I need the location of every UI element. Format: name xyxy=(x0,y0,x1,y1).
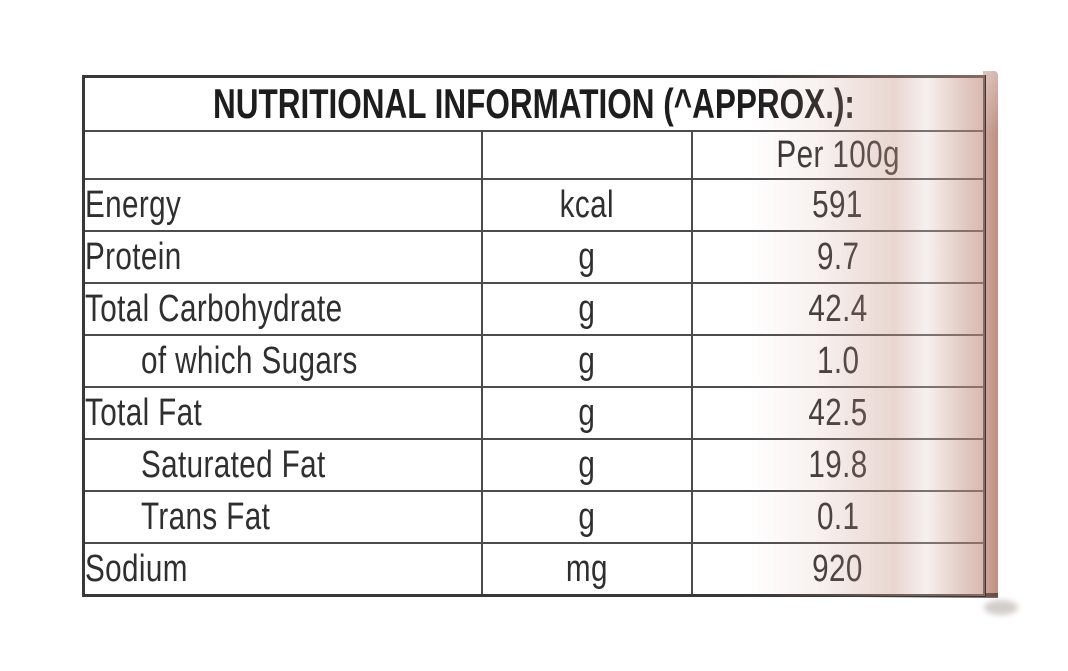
header-per-100g-cell: Per 100g xyxy=(690,130,986,180)
package-corner-smudge xyxy=(984,600,1018,615)
row-value-cell: 42.5 xyxy=(690,386,986,440)
row-value: 9.7 xyxy=(816,235,859,278)
row-label: Total Carbohydrate xyxy=(85,287,343,330)
row-label-cell: Total Fat xyxy=(82,386,483,440)
row-value-cell: 1.0 xyxy=(690,334,986,388)
row-value-cell: 19.8 xyxy=(690,438,986,492)
nutrition-table: NUTRITIONAL INFORMATION (^APPROX.): Per … xyxy=(82,75,987,597)
row-value: 42.4 xyxy=(808,287,868,330)
table-row-of-which-sugars: of which Sugars g 1.0 xyxy=(82,334,986,388)
row-label: Energy xyxy=(85,183,182,226)
row-label: of which Sugars xyxy=(141,339,358,382)
row-label-cell: of which Sugars xyxy=(82,334,483,388)
row-unit: kcal xyxy=(559,183,614,226)
table-row-energy: Energy kcal 591 xyxy=(82,178,986,232)
row-unit-cell: g xyxy=(480,438,693,492)
row-unit: g xyxy=(578,443,595,486)
row-label-cell: Sodium xyxy=(82,542,483,597)
row-value: 42.5 xyxy=(808,391,868,434)
table-row-sodium: Sodium mg 920 xyxy=(82,542,986,597)
table-row-saturated-fat: Saturated Fat g 19.8 xyxy=(82,438,986,492)
row-value: 0.1 xyxy=(816,495,859,538)
header-empty-label-cell xyxy=(82,130,483,180)
row-value-cell: 591 xyxy=(690,178,986,232)
row-value-cell: 0.1 xyxy=(690,490,986,544)
row-unit-cell: g xyxy=(480,490,693,544)
row-unit-cell: g xyxy=(480,386,693,440)
row-value-cell: 9.7 xyxy=(690,230,986,284)
row-unit: g xyxy=(578,339,595,382)
row-unit-cell: kcal xyxy=(480,178,693,232)
row-label: Trans Fat xyxy=(141,495,271,538)
row-label-cell: Saturated Fat xyxy=(82,438,483,492)
row-value: 1.0 xyxy=(816,339,859,382)
row-unit-cell: g xyxy=(480,282,693,336)
row-unit-cell: g xyxy=(480,230,693,284)
row-label: Total Fat xyxy=(85,391,203,434)
row-value: 920 xyxy=(812,547,864,590)
title-row: NUTRITIONAL INFORMATION (^APPROX.): xyxy=(82,75,986,132)
table-row-total-fat: Total Fat g 42.5 xyxy=(82,386,986,440)
table-row-protein: Protein g 9.7 xyxy=(82,230,986,284)
row-label-cell: Total Carbohydrate xyxy=(82,282,483,336)
row-label-cell: Energy xyxy=(82,178,483,232)
column-header-per-100g: Per 100g xyxy=(776,133,900,176)
row-unit: g xyxy=(578,495,595,538)
row-label: Protein xyxy=(85,235,182,278)
table-title: NUTRITIONAL INFORMATION (^APPROX.): xyxy=(213,80,855,127)
row-unit-cell: mg xyxy=(480,542,693,597)
row-label-cell: Protein xyxy=(82,230,483,284)
table-row-total-carbohydrate: Total Carbohydrate g 42.4 xyxy=(82,282,986,336)
package-edge-highlight xyxy=(983,71,998,597)
header-row: Per 100g xyxy=(82,130,986,180)
row-unit: g xyxy=(578,391,595,434)
row-label-cell: Trans Fat xyxy=(82,490,483,544)
row-value: 19.8 xyxy=(808,443,868,486)
header-empty-unit-cell xyxy=(480,130,693,180)
row-unit-cell: g xyxy=(480,334,693,388)
row-value: 591 xyxy=(812,183,864,226)
row-label: Saturated Fat xyxy=(141,443,326,486)
row-unit: mg xyxy=(565,547,608,590)
row-label: Sodium xyxy=(85,547,188,590)
row-unit: g xyxy=(578,287,595,330)
table-row-trans-fat: Trans Fat g 0.1 xyxy=(82,490,986,544)
row-unit: g xyxy=(578,235,595,278)
row-value-cell: 42.4 xyxy=(690,282,986,336)
table-title-cell: NUTRITIONAL INFORMATION (^APPROX.): xyxy=(82,75,986,132)
row-value-cell: 920 xyxy=(690,542,986,597)
